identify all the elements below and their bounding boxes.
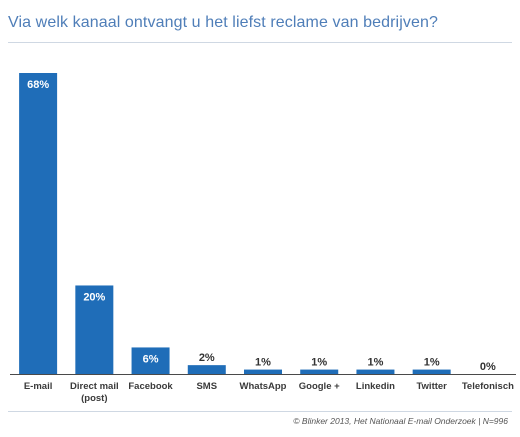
category-label-3: SMS: [196, 381, 217, 392]
value-label-2: 6%: [143, 353, 159, 365]
value-label-0: 68%: [27, 79, 49, 91]
category-label-8: Telefonisch: [462, 381, 514, 392]
value-label-7: 1%: [424, 357, 440, 369]
bar-6: [356, 369, 395, 374]
category-label-7: Twitter: [416, 381, 447, 392]
footer-divider: [8, 411, 512, 412]
category-label-1-line-1: (post): [81, 393, 107, 404]
value-label-6: 1%: [367, 357, 383, 369]
value-label-8: 0%: [480, 361, 496, 373]
category-label-1-line-0: Direct mail: [70, 381, 119, 392]
category-label-4: WhatsApp: [240, 381, 287, 392]
category-label-0: E-mail: [24, 381, 53, 392]
bar-4: [244, 369, 282, 374]
value-label-1: 20%: [83, 291, 105, 303]
value-label-3: 2%: [199, 352, 215, 364]
category-label-5: Google +: [299, 381, 340, 392]
bar-0: [19, 73, 58, 374]
bar-1: [75, 285, 114, 374]
bar-5: [300, 369, 339, 374]
chart-title: Via welk kanaal ontvangt u het liefst re…: [8, 14, 438, 31]
bar-2: [131, 347, 170, 374]
value-label-5: 1%: [311, 357, 327, 369]
bar-3: [187, 365, 226, 374]
bar-7: [412, 369, 451, 374]
title-divider: [8, 42, 512, 43]
category-label-2: Facebook: [128, 381, 173, 392]
value-label-4: 1%: [255, 357, 271, 369]
category-label-6: Linkedin: [356, 381, 395, 392]
source-note: © Blinker 2013, Het Nationaal E-mail Ond…: [293, 416, 508, 426]
